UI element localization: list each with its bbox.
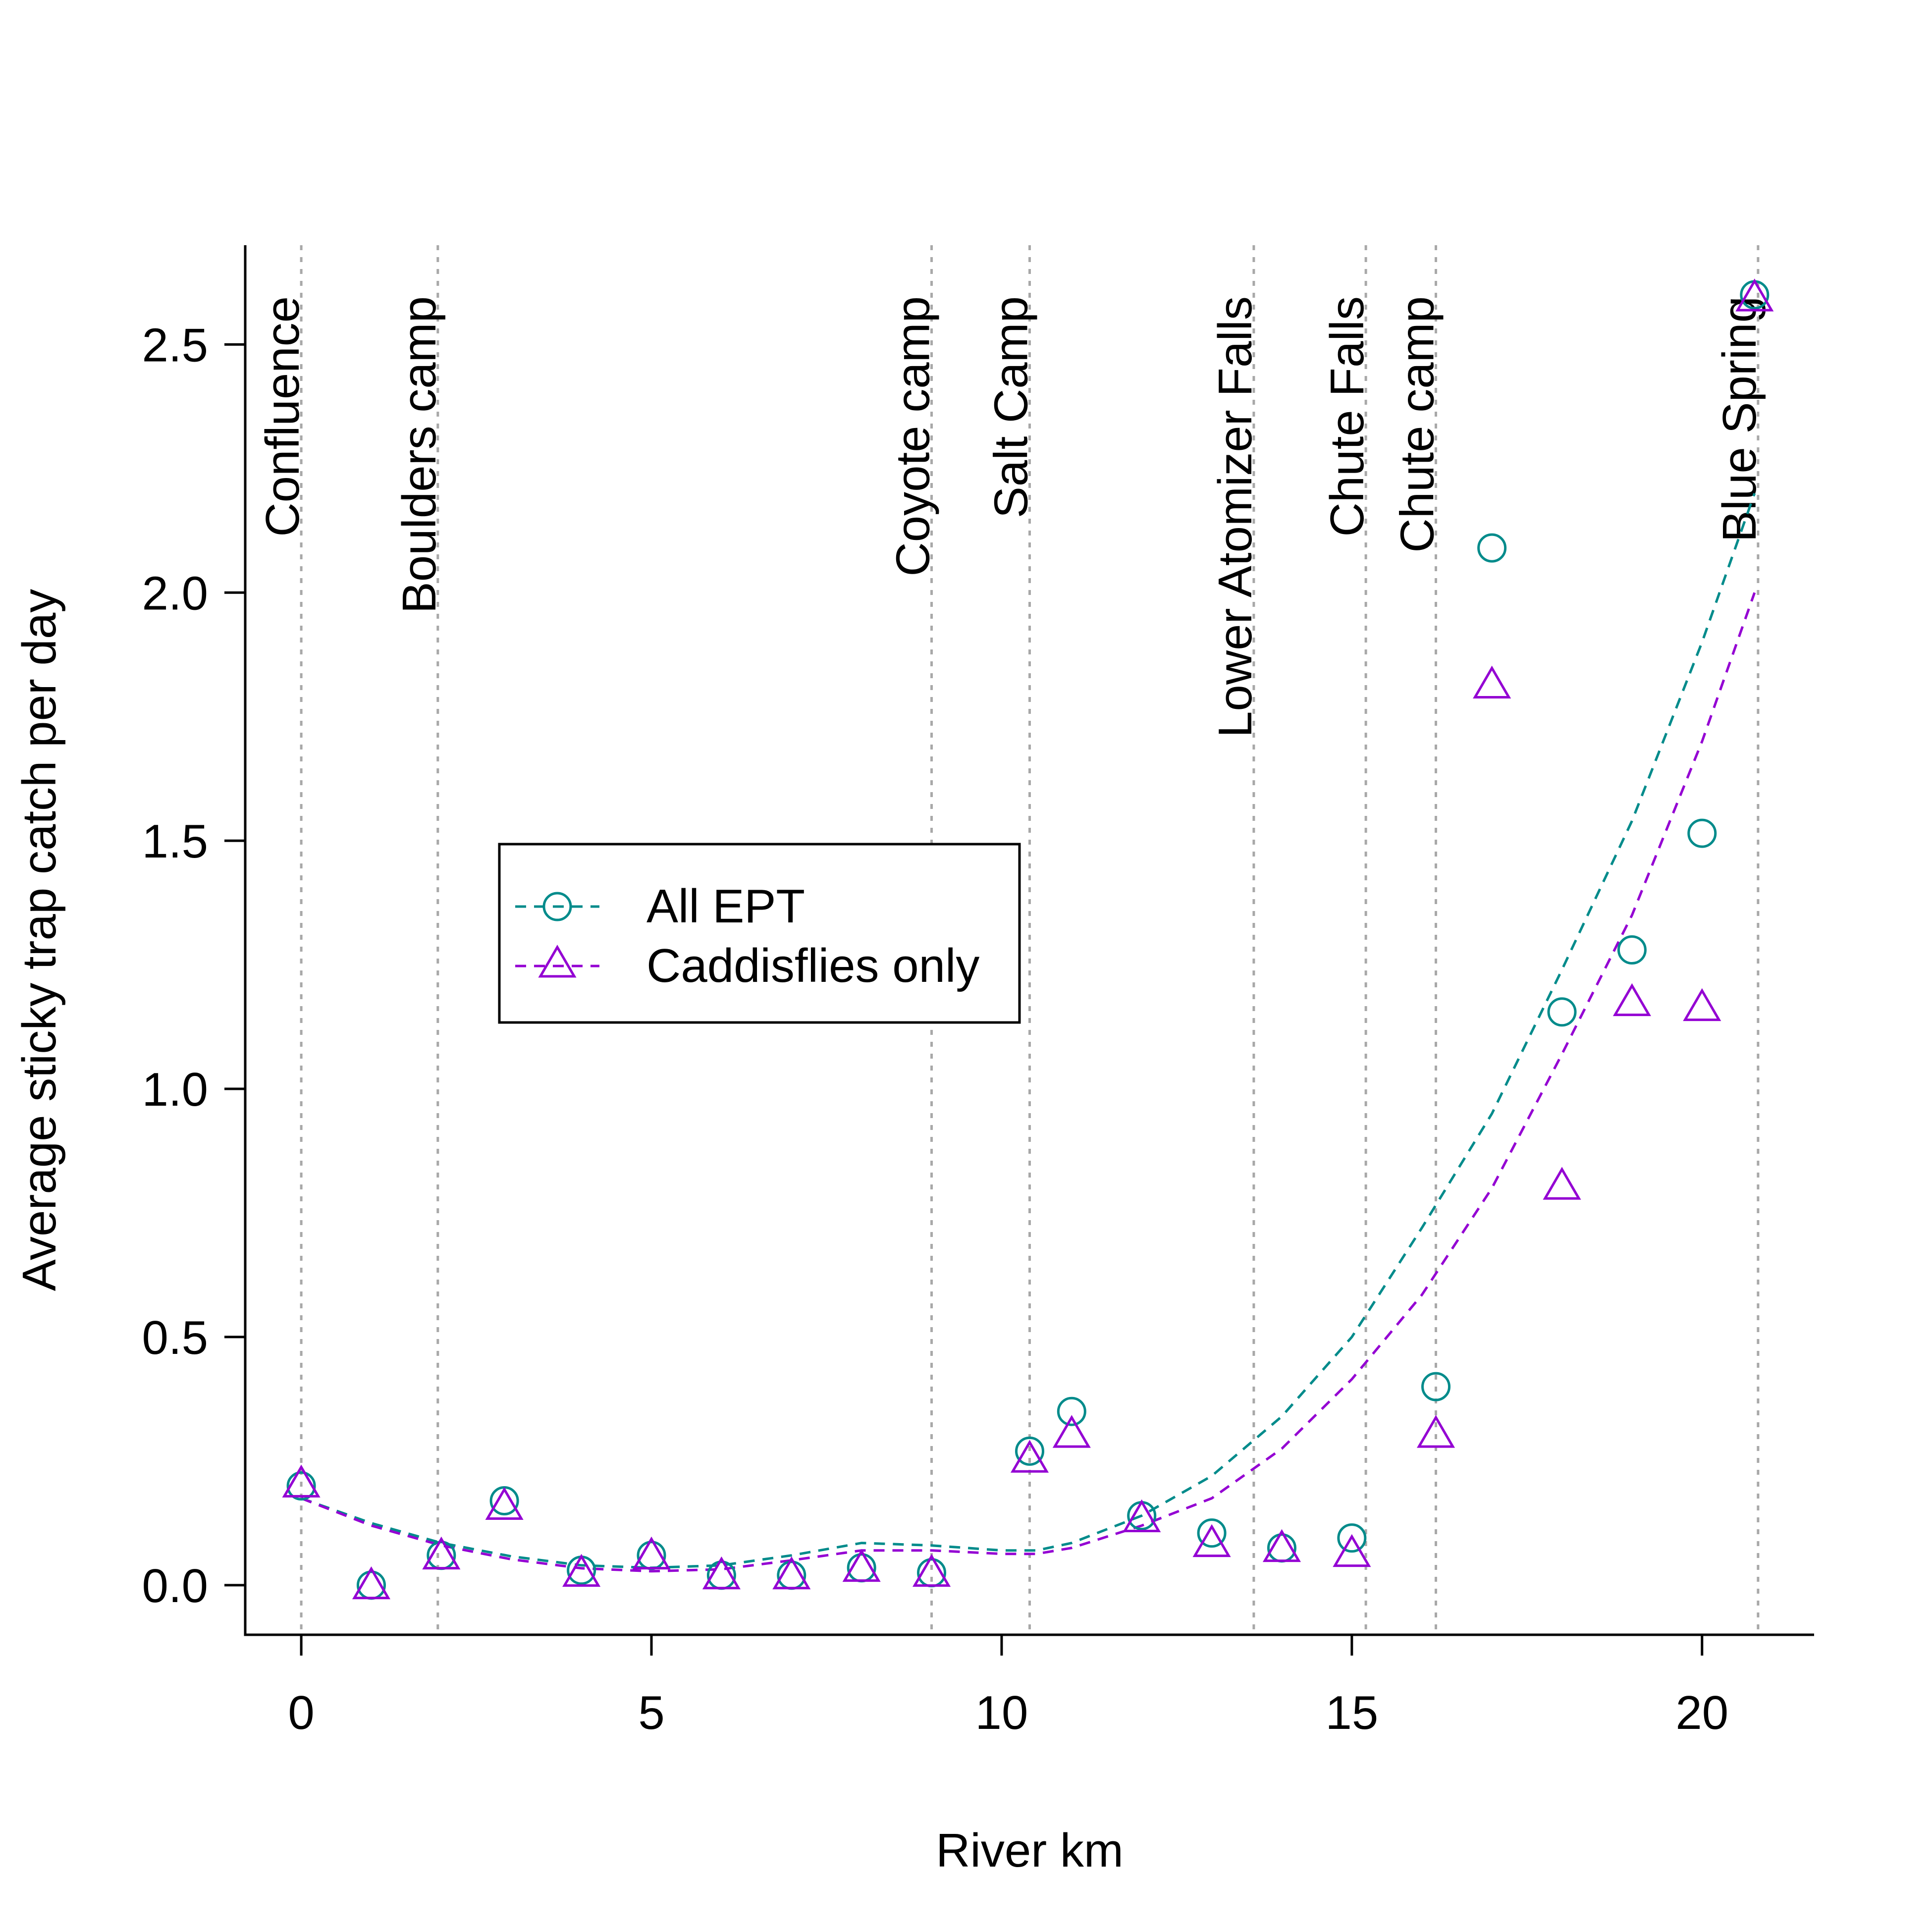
data-point	[422, 1536, 461, 1570]
y-axis-ticks: 0.0 0.5 1.0 1.5 2.0 2.5	[142, 319, 245, 1612]
data-point	[912, 1554, 951, 1587]
y-tick-label: 0.5	[142, 1311, 208, 1364]
data-point	[1416, 1415, 1455, 1448]
data-points	[282, 278, 1774, 1600]
series-caddisflies	[282, 278, 1774, 1600]
data-point	[1052, 1415, 1091, 1448]
legend-label-caddisflies: Caddisflies only	[646, 939, 979, 992]
x-tick-label: 10	[975, 1686, 1028, 1739]
data-point	[1421, 1372, 1451, 1401]
data-point	[1687, 818, 1717, 848]
data-point	[1057, 1396, 1086, 1426]
data-point	[286, 1471, 316, 1501]
x-axis-title: River km	[936, 1824, 1124, 1877]
data-point	[282, 1464, 321, 1498]
x-tick-label: 5	[638, 1686, 664, 1739]
landmark-label: Coyote camp	[887, 296, 940, 577]
data-point	[702, 1556, 741, 1590]
data-point	[1015, 1436, 1044, 1466]
legend-marker-sample	[538, 945, 577, 978]
data-point	[842, 1549, 881, 1582]
y-tick-label: 2.0	[142, 567, 208, 620]
data-point	[1192, 1524, 1231, 1557]
x-tick-label: 15	[1325, 1686, 1378, 1739]
y-tick-label: 1.0	[142, 1063, 208, 1116]
data-point	[1547, 997, 1577, 1027]
landmark-label: Lower Atomizer Falls	[1209, 296, 1262, 738]
data-point	[1543, 1167, 1581, 1200]
data-point	[1010, 1440, 1049, 1473]
data-point	[352, 1566, 391, 1600]
data-point	[1337, 1523, 1367, 1553]
x-tick-label: 20	[1675, 1686, 1728, 1739]
data-point	[772, 1556, 811, 1590]
landmark-label: Chute Falls	[1321, 296, 1374, 537]
fit-line-caddisflies	[301, 592, 1756, 1573]
landmark-label: Blue Spring	[1713, 296, 1766, 542]
data-point	[632, 1536, 671, 1570]
legend-label-all-ept: All EPT	[646, 880, 805, 933]
legend-box	[498, 843, 1021, 1024]
axis-frame	[244, 245, 1814, 1636]
fit-lines	[301, 493, 1756, 1573]
data-point	[562, 1554, 601, 1587]
data-point	[1477, 533, 1507, 563]
landmark-label: Confluence	[256, 296, 309, 537]
data-point	[1683, 988, 1721, 1021]
x-axis-ticks: 0 5 10 15 20	[288, 1635, 1728, 1739]
data-point	[1262, 1529, 1301, 1562]
data-point	[1473, 665, 1511, 698]
data-point	[1617, 935, 1647, 965]
legend-item-all-ept	[515, 892, 599, 921]
legend-marker-sample	[542, 892, 572, 921]
x-tick-label: 0	[288, 1686, 314, 1739]
data-point	[1123, 1499, 1161, 1532]
data-point	[1197, 1518, 1227, 1548]
data-point	[1612, 983, 1651, 1017]
landmark-label: Boulders camp	[393, 296, 446, 613]
fit-line-all-ept	[301, 493, 1756, 1569]
data-point	[1735, 278, 1774, 312]
y-axis-title: Average sticky trap catch per day	[13, 589, 66, 1291]
landmarks: Confluence Boulders camp Coyote camp Salt C…	[256, 245, 1766, 1635]
legend: All EPT Caddisflies only	[498, 843, 1021, 1024]
y-tick-label: 0.0	[142, 1559, 208, 1612]
axes: 0 5 10 15 20 0.0 0.5 1.0 1.5 2.0 2.5	[142, 245, 1814, 1739]
y-tick-label: 2.5	[142, 319, 208, 372]
data-point	[485, 1487, 524, 1520]
landmark-label: Chute camp	[1391, 296, 1444, 553]
y-tick-label: 1.5	[142, 815, 208, 868]
landmark-label: Salt Camp	[985, 296, 1038, 518]
data-point	[1333, 1534, 1371, 1567]
legend-item-caddisflies	[515, 945, 599, 978]
